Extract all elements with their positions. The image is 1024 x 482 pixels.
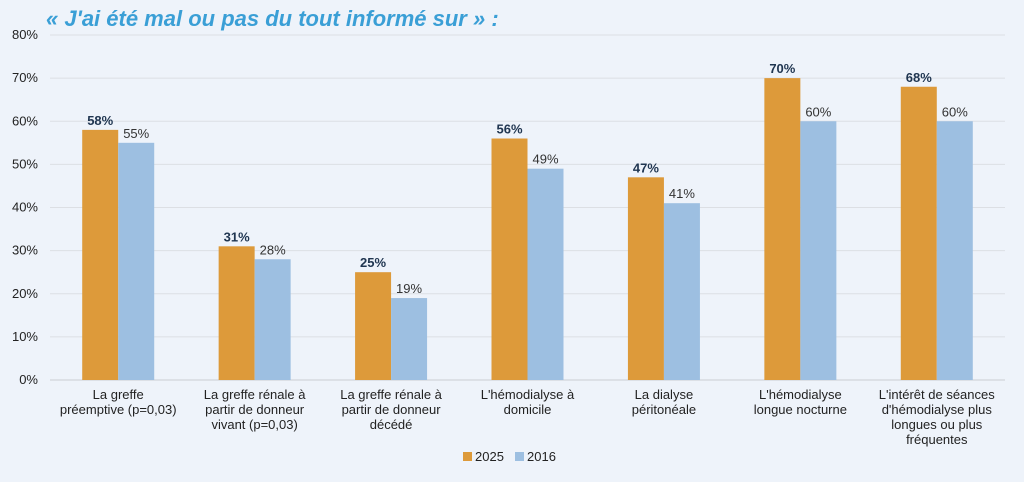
data-label-2025: 68%: [906, 70, 932, 85]
bars: [82, 78, 973, 380]
category-label: d'hémodialyse plus: [882, 402, 993, 417]
y-tick-label: 70%: [12, 70, 38, 85]
category-label: La dialyse: [635, 387, 694, 402]
bar-2025: [764, 78, 801, 380]
category-label: péritonéale: [632, 402, 696, 417]
bar-2025: [900, 86, 937, 380]
data-label-2016: 60%: [805, 104, 831, 119]
bar-2025: [627, 177, 664, 380]
y-tick-label: 30%: [12, 243, 38, 258]
bar-2025: [218, 246, 255, 380]
category-label: partir de donneur: [205, 402, 305, 417]
category-label: La greffe rénale à: [204, 387, 306, 402]
category-label: partir de donneur: [342, 402, 442, 417]
legend-label-2025: 2025: [475, 449, 504, 464]
chart-title: « J'ai été mal ou pas du tout informé su…: [46, 6, 499, 31]
bar-2016: [527, 168, 564, 380]
y-tick-label: 80%: [12, 27, 38, 42]
data-label-2025: 47%: [633, 160, 659, 175]
legend-swatch-2025: [463, 452, 472, 461]
bar-2025: [82, 129, 119, 380]
data-label-2016: 49%: [532, 152, 558, 167]
category-label: vivant (p=0,03): [211, 417, 297, 432]
data-label-2025: 58%: [87, 113, 113, 128]
data-label-2016: 28%: [260, 242, 286, 257]
data-label-2025: 56%: [496, 122, 522, 137]
category-label: fréquentes: [906, 432, 968, 447]
y-tick-label: 60%: [12, 113, 38, 128]
legend: 2025 2016: [463, 449, 556, 464]
bar-2016: [118, 142, 155, 380]
category-label: L'hémodialyse à: [481, 387, 575, 402]
bar-2025: [355, 272, 392, 380]
data-labels: 58% 55% 31% 28% 25% 19% 56% 49% 47% 41% 70% 60% 68% 6…: [87, 61, 968, 296]
category-label: longue nocturne: [754, 402, 847, 417]
bar-2016: [800, 121, 837, 380]
category-label: L'intérêt de séances: [879, 387, 995, 402]
data-label-2025: 31%: [224, 229, 250, 244]
legend-label-2016: 2016: [527, 449, 556, 464]
data-label-2016: 55%: [123, 126, 149, 141]
y-tick-label: 0%: [19, 372, 38, 387]
category-label: préemptive (p=0,03): [60, 402, 177, 417]
y-tick-label: 40%: [12, 200, 38, 215]
data-label-2016: 19%: [396, 281, 422, 296]
bar-2016: [254, 259, 291, 380]
category-label: longues ou plus: [891, 417, 983, 432]
category-label: La greffe rénale à: [340, 387, 442, 402]
y-tick-label: 20%: [12, 286, 38, 301]
y-tick-label: 10%: [12, 329, 38, 344]
category-label: L'hémodialyse: [759, 387, 842, 402]
data-label-2016: 41%: [669, 186, 695, 201]
category-label: décédé: [370, 417, 413, 432]
legend-swatch-2016: [515, 452, 524, 461]
data-label-2016: 60%: [942, 104, 968, 119]
bar-2016: [663, 203, 700, 380]
category-label: domicile: [504, 402, 552, 417]
y-axis: 0% 10% 20% 30% 40% 50% 60% 70% 80%: [12, 27, 38, 387]
data-label-2025: 70%: [769, 61, 795, 76]
category-label: La greffe: [93, 387, 144, 402]
bar-2025: [491, 138, 528, 380]
data-label-2025: 25%: [360, 255, 386, 270]
bar-2016: [936, 121, 973, 380]
bar-2016: [391, 298, 428, 380]
y-tick-label: 50%: [12, 156, 38, 171]
